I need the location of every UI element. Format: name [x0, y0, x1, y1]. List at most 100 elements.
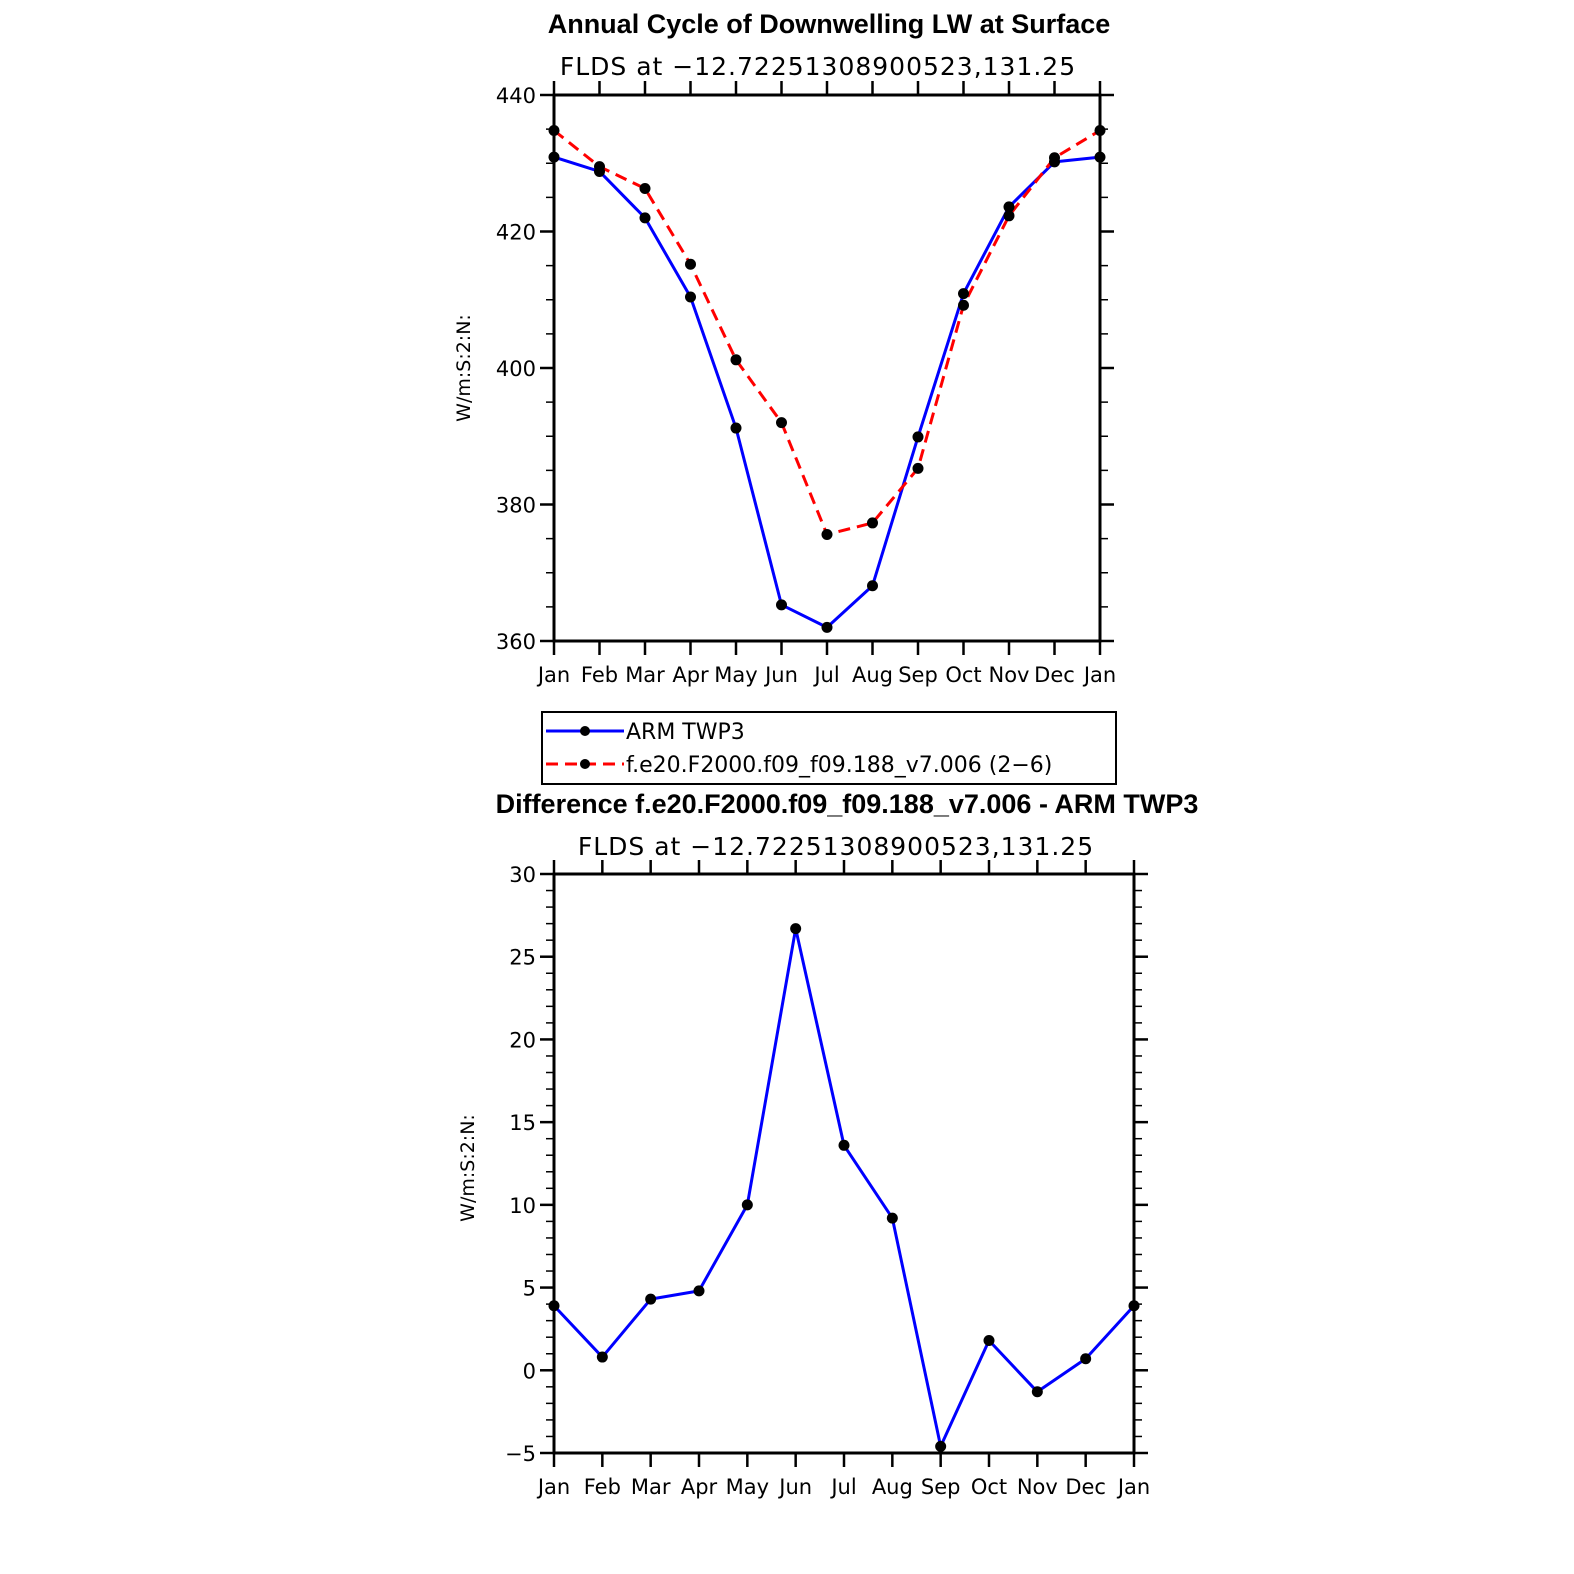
series-1-point — [548, 124, 560, 136]
x-tick-label: Mar — [625, 663, 665, 687]
chart2-axes — [540, 860, 1148, 1467]
series-1-point — [685, 258, 696, 270]
chart1-tick-labels: Jan Feb Mar Apr May Jun Jul Aug Sep Oct Nov Dec Jan3… — [496, 84, 1116, 687]
y-tick-label: 10 — [509, 1194, 536, 1218]
series-0-point — [867, 580, 878, 592]
x-tick-label: Feb — [581, 663, 618, 687]
x-tick-label: Oct — [945, 663, 981, 687]
series-0-point — [1003, 201, 1015, 213]
x-tick-label: Dec — [1034, 663, 1075, 687]
series-1-point — [821, 529, 833, 541]
series-0-point — [548, 1300, 560, 1312]
series-0-point — [838, 1139, 850, 1151]
legend-marker-model — [580, 759, 590, 769]
y-tick-label: 30 — [509, 863, 536, 887]
series-0-point — [1031, 1386, 1043, 1398]
series-0-point — [639, 212, 651, 224]
chart1-legend: ARM TWP3 f.e20.F2000.f09_f09.188_v7.006 … — [541, 711, 1117, 785]
series-1-point — [912, 462, 924, 474]
y-tick-label: 20 — [509, 1028, 536, 1052]
x-tick-label: Jun — [763, 663, 798, 687]
chart2-series — [548, 923, 1140, 1452]
series-0-point — [958, 288, 969, 300]
y-tick-label: 5 — [523, 1277, 536, 1301]
series-0-point — [983, 1335, 995, 1347]
series-1-point — [730, 354, 742, 366]
y-tick-label: 25 — [509, 946, 536, 970]
chart2-tick-labels: Jan Feb Mar Apr May Jun Jul Aug Sep Oct Nov Dec Jan−… — [505, 863, 1150, 1499]
legend-marker-arm-twp3 — [580, 726, 590, 736]
legend-box — [541, 711, 1117, 785]
x-tick-label: Sep — [898, 663, 938, 687]
series-0-point — [935, 1440, 947, 1452]
series-line-0 — [552, 927, 1136, 1448]
legend-label-arm-twp3: ARM TWP3 — [626, 720, 745, 745]
series-0-point — [790, 923, 802, 935]
chart2-title: Difference f.e20.F2000.f09_f09.188_v7.00… — [496, 789, 1199, 819]
y-tick-label: −5 — [505, 1442, 536, 1466]
y-tick-label: 360 — [496, 630, 536, 654]
x-tick-label: Jun — [777, 1475, 812, 1499]
series-0-point — [821, 621, 833, 633]
x-tick-label: Jan — [1116, 1475, 1150, 1499]
x-tick-label: Jul — [812, 663, 839, 687]
series-0-point — [886, 1212, 898, 1224]
y-tick-label: 15 — [509, 1111, 536, 1135]
series-0-point — [548, 151, 560, 163]
chart1-title: Annual Cycle of Downwelling LW at Surfac… — [548, 9, 1111, 39]
y-tick-label: 420 — [496, 221, 536, 245]
series-0-point — [776, 599, 787, 611]
series-1-point — [776, 417, 787, 429]
x-tick-label: Jan — [536, 663, 570, 687]
chart1-ylabel: W/m:S:2:N: — [453, 314, 475, 422]
y-tick-label: 440 — [496, 84, 536, 108]
series-0-point — [912, 431, 924, 443]
legend-label-model: f.e20.F2000.f09_f09.188_v7.006 (2−6) — [626, 753, 1052, 778]
chart2-ylabel: W/m:S:2:N: — [457, 1114, 479, 1222]
x-tick-label: May — [714, 663, 757, 687]
series-1-point — [958, 299, 969, 311]
x-tick-label: Jul — [829, 1475, 856, 1499]
x-tick-label: Feb — [584, 1475, 621, 1499]
x-tick-label: Jan — [1082, 663, 1116, 687]
x-tick-label: Sep — [921, 1475, 961, 1499]
plot-frame — [552, 93, 1102, 643]
y-tick-label: 380 — [496, 494, 536, 518]
series-0-point — [685, 291, 696, 303]
series-0-point — [741, 1199, 753, 1211]
x-tick-label: Nov — [989, 663, 1030, 687]
series-1-point — [594, 161, 605, 173]
x-tick-label: Mar — [631, 1475, 671, 1499]
chart1-series — [548, 124, 1106, 633]
series-1-point — [639, 183, 651, 195]
series-0-point — [1128, 1300, 1140, 1312]
x-tick-label: Aug — [852, 663, 893, 687]
x-tick-label: Jan — [536, 1475, 570, 1499]
series-1-point — [1049, 152, 1060, 164]
x-tick-label: Nov — [1017, 1475, 1058, 1499]
y-tick-label: 0 — [523, 1359, 536, 1383]
series-1-point — [1003, 210, 1015, 222]
x-tick-label: Dec — [1065, 1475, 1106, 1499]
x-tick-label: Apr — [681, 1475, 718, 1499]
series-0-point — [693, 1285, 705, 1297]
chart1-axes — [540, 81, 1114, 655]
series-line-0 — [553, 155, 1101, 629]
y-tick-label: 400 — [496, 357, 536, 381]
series-0-point — [730, 422, 742, 434]
series-1-point — [867, 517, 878, 529]
x-tick-label: Oct — [971, 1475, 1007, 1499]
chart-annual-cycle: Annual Cycle of Downwelling LW at Surfac… — [453, 9, 1117, 785]
x-tick-label: Apr — [672, 663, 709, 687]
series-0-point — [645, 1293, 657, 1305]
series-0-point — [596, 1351, 608, 1363]
series-1-point — [1094, 124, 1106, 136]
chart1-subtitle: FLDS at −12.72251308900523,131.25 — [560, 52, 1076, 81]
x-tick-label: May — [726, 1475, 769, 1499]
chart-difference: Difference f.e20.F2000.f09_f09.188_v7.00… — [457, 789, 1198, 1499]
plot-frame — [552, 872, 1136, 1455]
series-line-1 — [553, 129, 1101, 537]
series-0-point — [1094, 151, 1106, 163]
